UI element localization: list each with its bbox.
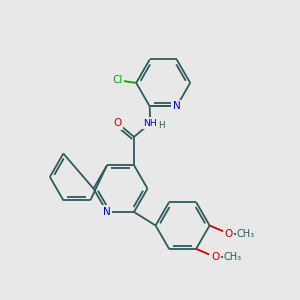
Text: N: N: [173, 101, 181, 111]
Text: O: O: [211, 252, 219, 262]
Text: N: N: [103, 207, 111, 217]
Text: CH₃: CH₃: [237, 229, 255, 238]
Text: O: O: [114, 118, 122, 128]
Text: H: H: [158, 121, 164, 130]
Text: O: O: [224, 229, 232, 238]
Text: NH: NH: [143, 119, 157, 128]
Text: CH₃: CH₃: [224, 252, 242, 262]
Text: Cl: Cl: [112, 75, 122, 85]
